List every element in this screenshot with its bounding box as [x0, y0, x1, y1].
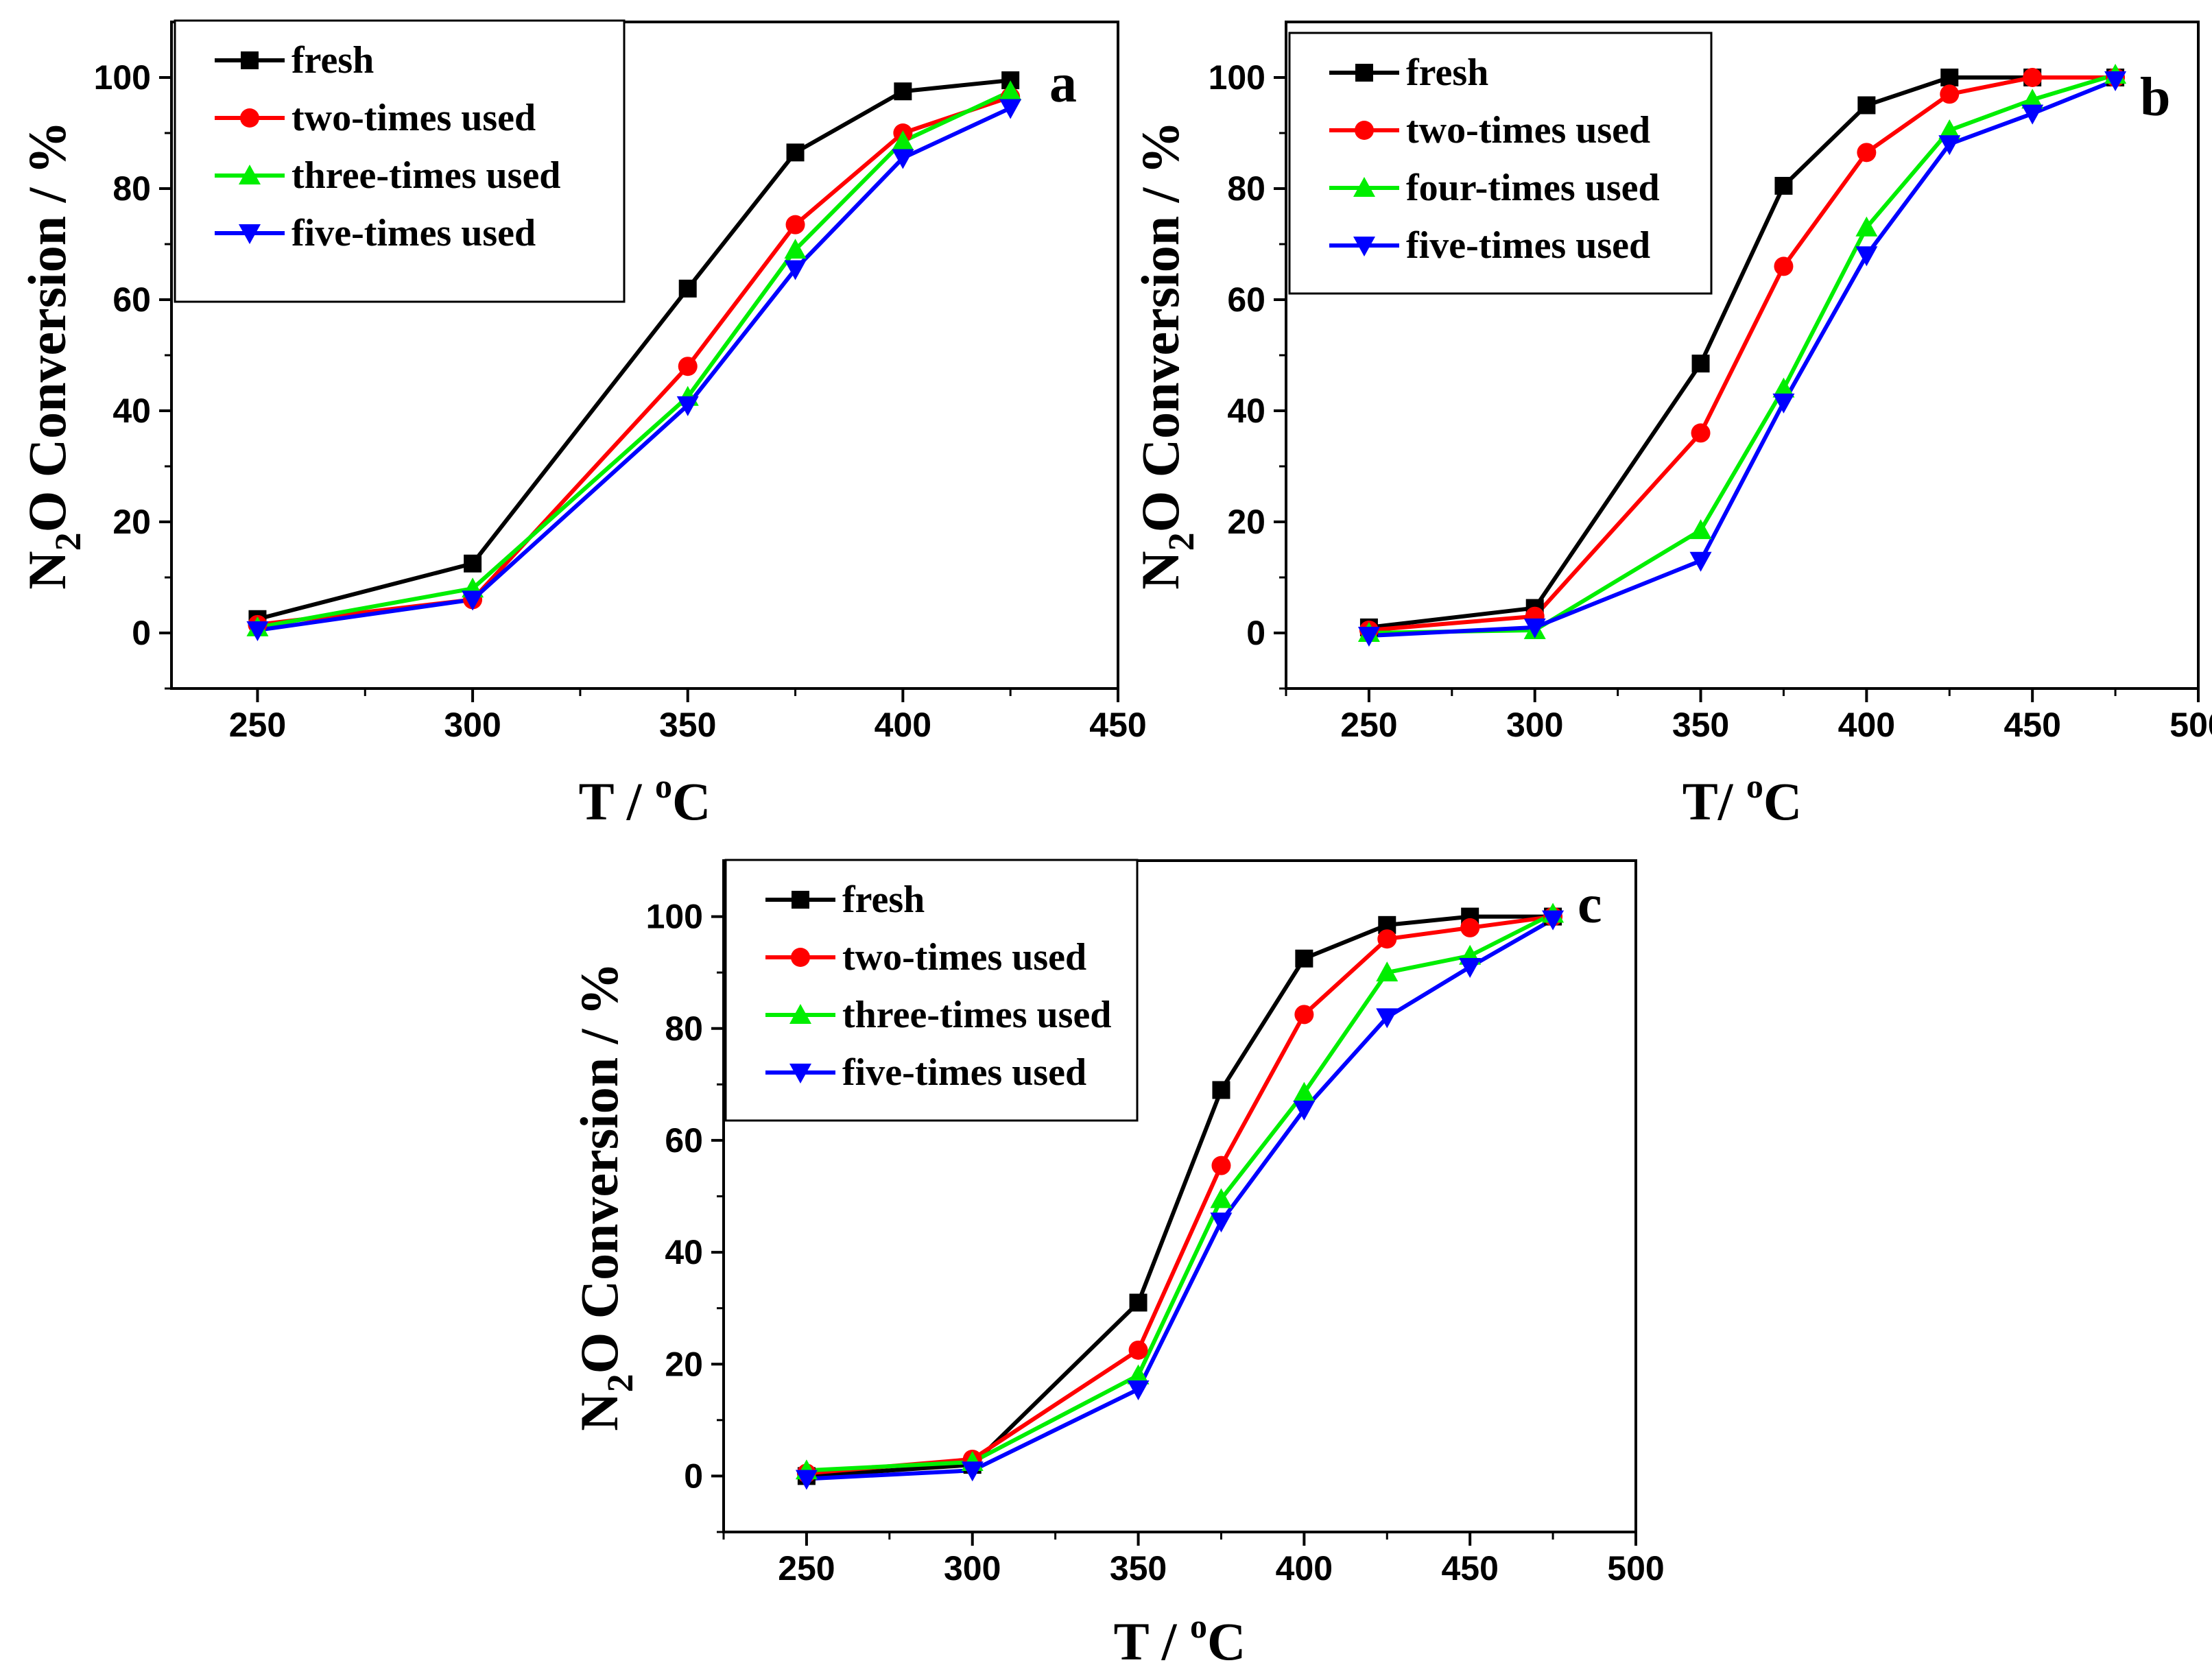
- data-point-a-3-5: [999, 99, 1021, 119]
- x-tick-label-c-400: 400: [1276, 1549, 1333, 1588]
- legend-label-c-1: two-times used: [842, 936, 1086, 979]
- x-tick-label-c-350: 350: [1110, 1549, 1167, 1588]
- data-point-b-1-5: [1940, 84, 1959, 104]
- y-tick-label-c-40: 40: [665, 1233, 703, 1271]
- panel-letter-a: a: [1049, 53, 1077, 114]
- x-axis-label-b: T/ oC: [1682, 767, 1803, 831]
- data-point-a-0-2: [679, 280, 697, 298]
- legend-marker-c-1: [791, 948, 810, 967]
- y-tick-label-b-60: 60: [1227, 280, 1265, 319]
- x-axis-label-c: T / oC: [1114, 1607, 1246, 1671]
- y-tick-label-c-20: 20: [665, 1345, 703, 1383]
- chart-a-svg: 250 300 350 400 450 0 20 40 60 80 100 fresh two-tim…: [0, 0, 1139, 843]
- y-tick-label-c-80: 80: [665, 1009, 703, 1048]
- legend-marker-b-1: [1355, 121, 1374, 140]
- data-point-a-0-1: [464, 555, 481, 573]
- y-tick-label-b-40: 40: [1227, 392, 1265, 430]
- legend-marker-b-0: [1355, 64, 1373, 82]
- x-tick-label-b-350: 350: [1672, 706, 1729, 744]
- y-axis-label-a: N2O Conversion / %: [17, 121, 88, 590]
- data-point-c-0-3: [1212, 1081, 1230, 1099]
- data-point-c-1-5: [1377, 929, 1396, 948]
- data-point-b-1-6: [2023, 68, 2042, 87]
- x-tick-label-c-250: 250: [778, 1549, 835, 1588]
- data-point-b-1-2: [1691, 423, 1711, 442]
- y-axis-label-b: N2O Conversion / %: [1130, 121, 1202, 590]
- y-tick-label-a-80: 80: [112, 169, 151, 208]
- legend-marker-c-0: [792, 891, 809, 909]
- legend-label-a-0: fresh: [292, 39, 374, 82]
- data-point-c-3-6: [1459, 958, 1481, 978]
- x-tick-label-b-500: 500: [2169, 706, 2212, 744]
- legend-label-b-2: four-times used: [1406, 167, 1660, 209]
- data-point-b-1-4: [1857, 143, 1876, 162]
- data-point-a-1-3: [786, 215, 805, 235]
- data-point-b-0-3: [1774, 177, 1792, 195]
- y-tick-label-a-40: 40: [112, 392, 151, 430]
- legend-label-b-0: fresh: [1406, 51, 1488, 94]
- data-point-c-3-3: [1210, 1212, 1232, 1232]
- y-tick-label-c-0: 0: [684, 1457, 703, 1495]
- data-point-c-3-2: [1128, 1380, 1150, 1400]
- x-axis-label-a: T / oC: [579, 767, 711, 831]
- y-tick-label-c-60: 60: [665, 1121, 703, 1160]
- x-tick-label-c-450: 450: [1441, 1549, 1498, 1588]
- data-point-c-1-6: [1460, 918, 1479, 937]
- data-point-b-0-2: [1692, 355, 1710, 372]
- legend-label-b-1: two-times used: [1406, 109, 1650, 152]
- data-point-b-2-2: [1690, 519, 1712, 539]
- x-tick-label-b-250: 250: [1340, 706, 1397, 744]
- chart-panel-a: 250 300 350 400 450 0 20 40 60 80 100 fresh two-tim…: [0, 0, 1139, 843]
- legend-label-a-3: five-times used: [292, 212, 536, 254]
- legend-label-c-2: three-times used: [842, 994, 1111, 1036]
- x-tick-label-b-300: 300: [1506, 706, 1563, 744]
- legend-label-c-3: five-times used: [842, 1051, 1086, 1094]
- y-tick-label-a-20: 20: [112, 503, 151, 541]
- x-tick-label-c-500: 500: [1607, 1549, 1664, 1588]
- y-tick-label-b-80: 80: [1227, 169, 1265, 208]
- legend-marker-a-1: [240, 108, 259, 128]
- chart-b-svg: 250 300 350 400 450 500 0 20 40 60 80 100 fresh two-…: [1125, 0, 2212, 843]
- data-point-a-1-2: [678, 357, 698, 376]
- data-point-b-0-5: [1940, 69, 1958, 86]
- legend-label-b-3: five-times used: [1406, 224, 1650, 267]
- data-point-c-1-4: [1294, 1005, 1313, 1024]
- x-tick-label-b-400: 400: [1838, 706, 1895, 744]
- legend-label-a-2: three-times used: [292, 154, 560, 197]
- x-tick-label-a-350: 350: [659, 706, 716, 744]
- y-tick-label-b-20: 20: [1227, 503, 1265, 541]
- legend-label-c-0: fresh: [842, 878, 925, 921]
- x-tick-label-b-450: 450: [2003, 706, 2060, 744]
- data-point-c-1-2: [1129, 1341, 1148, 1360]
- data-point-b-0-4: [1857, 97, 1875, 115]
- y-tick-label-b-100: 100: [1209, 58, 1265, 97]
- y-tick-label-c-100: 100: [646, 898, 703, 936]
- panel-letter-b: b: [2140, 67, 2171, 128]
- data-point-b-3-4: [1855, 246, 1877, 266]
- legend-label-a-1: two-times used: [292, 97, 536, 139]
- panel-letter-c: c: [1578, 874, 1602, 935]
- y-axis-label-c: N2O Conversion / %: [569, 962, 641, 1431]
- x-tick-label-c-300: 300: [944, 1549, 1001, 1588]
- chart-panel-b: 250 300 350 400 450 500 0 20 40 60 80 100 fresh two-…: [1125, 0, 2212, 843]
- data-point-c-0-4: [1295, 950, 1313, 968]
- chart-c-svg: 250 300 350 400 450 500 0 20 40 60 80 100 fresh two-…: [549, 840, 1687, 1676]
- y-tick-label-a-0: 0: [132, 614, 151, 652]
- y-tick-label-a-100: 100: [94, 58, 151, 97]
- data-point-c-1-3: [1211, 1156, 1230, 1175]
- data-point-b-1-3: [1774, 256, 1793, 276]
- y-tick-label-b-0: 0: [1246, 614, 1265, 652]
- legend-marker-a-0: [241, 51, 259, 69]
- x-tick-label-a-300: 300: [444, 706, 501, 744]
- data-point-a-0-4: [894, 82, 912, 100]
- y-tick-label-a-60: 60: [112, 280, 151, 319]
- x-tick-label-a-400: 400: [875, 706, 931, 744]
- data-point-c-0-2: [1130, 1294, 1147, 1312]
- chart-panel-c: 250 300 350 400 450 500 0 20 40 60 80 100 fresh two-…: [549, 840, 1687, 1676]
- x-tick-label-a-250: 250: [229, 706, 286, 744]
- data-point-a-0-3: [787, 143, 805, 161]
